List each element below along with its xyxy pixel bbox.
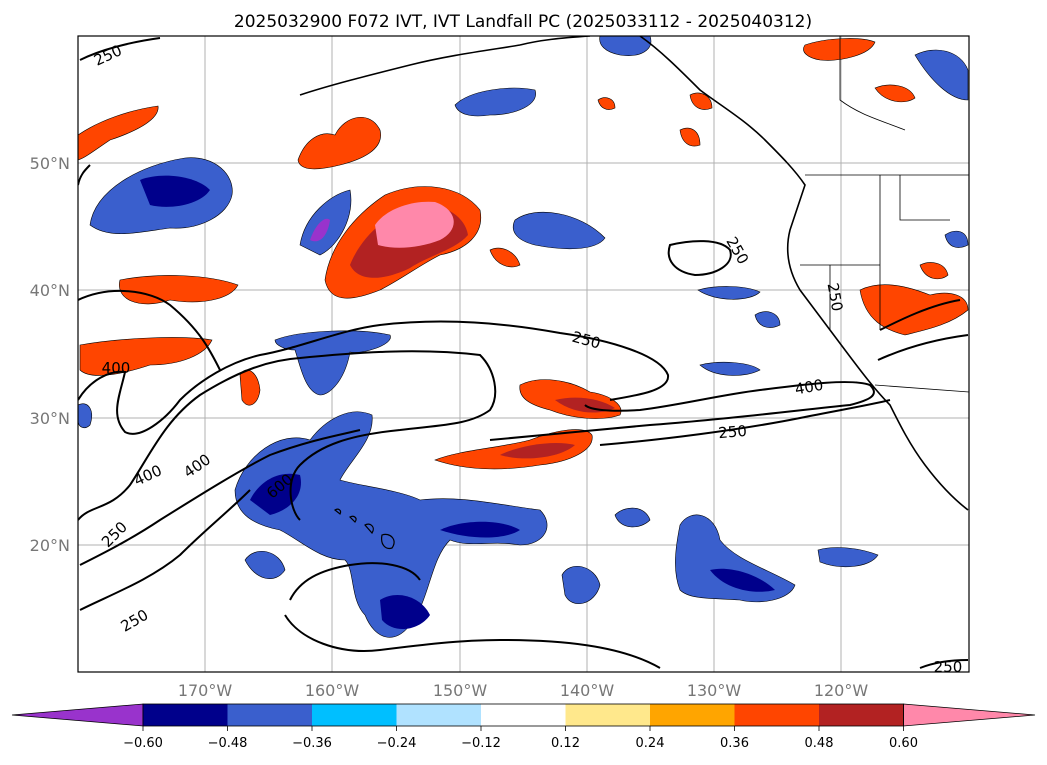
contour-250-east (599, 399, 891, 446)
colorbar-tick-label: 0.12 (551, 736, 580, 751)
positive-blob-coast (859, 284, 969, 336)
negative-blob-3 (512, 211, 606, 250)
map-background (78, 36, 969, 672)
colorbar-tick-label: −0.36 (292, 736, 332, 751)
negative-blob-central (234, 411, 548, 638)
positive-blob-nw (78, 105, 159, 161)
colorbar-segment (734, 704, 820, 726)
lat-label: 50°N (30, 154, 70, 173)
contour-250-south (79, 489, 251, 611)
positive-blob-1 (297, 116, 381, 170)
colorbar-segment (650, 704, 735, 726)
contour-label: 250 (824, 281, 847, 312)
colorbar-tick-label: 0.48 (805, 736, 834, 751)
colorbar-outline (142, 703, 904, 727)
contour-label: 250 (718, 422, 748, 442)
positive-blob-5 (434, 429, 593, 470)
contour-top-left (79, 37, 161, 61)
colorbar-tick-label: −0.12 (461, 736, 501, 751)
latitude-labels: 50°N 40°N 30°N 20°N (30, 154, 70, 555)
ivt-contours (78, 37, 969, 669)
ivt-positive-regions (78, 38, 969, 470)
negative-blob-7 (817, 547, 879, 567)
negative-blob-4 (274, 330, 391, 396)
colorbar-extend-min (11, 703, 144, 727)
negative-blob-2 (454, 87, 536, 117)
colorbar-segment (819, 704, 904, 726)
contour-label: 250 (934, 658, 963, 676)
contour-250-se (289, 562, 421, 601)
colorbar-extend-max (903, 703, 1036, 727)
longitude-labels: 170°W 160°W 150°W 140°W 130°W 120°W (178, 681, 869, 700)
coast-aleutians (299, 44, 521, 96)
contour-400-east (489, 381, 875, 441)
map-frame (77, 35, 970, 673)
map-area: 250 250 250 250 250 250 250 400 400 400 … (77, 35, 970, 676)
lat-label: 20°N (30, 536, 70, 555)
colorbar-tick-label: 0.60 (889, 736, 918, 751)
colorbar: −0.60 −0.48 −0.36 −0.24 −0.12 0.12 0.24 0.36 0.4… (11, 703, 1036, 751)
border-us-mexico (874, 384, 969, 393)
colorbar-segment (481, 704, 566, 726)
colorbar-tick-label: 0.36 (720, 736, 749, 751)
colorbar-tick-label: −0.60 (123, 736, 163, 751)
lon-label: 130°W (687, 681, 742, 700)
contour-400-south (79, 429, 361, 566)
contour-250-small (667, 240, 732, 277)
colorbar-segment (396, 704, 482, 726)
ivt-negative-regions (78, 36, 969, 638)
lon-label: 140°W (560, 681, 615, 700)
colorbar-tick-label: −0.24 (377, 736, 417, 751)
contour-400-inner (78, 350, 497, 521)
negative-blob-ne (914, 49, 969, 101)
negative-blob-5 (561, 566, 601, 604)
negative-blob-6 (675, 514, 796, 603)
lon-label: 150°W (433, 681, 488, 700)
contour-labels: 250 250 250 250 250 250 250 400 400 400 … (91, 41, 962, 676)
colorbar-tick-label: 0.24 (636, 736, 665, 751)
colorbar-segment (227, 704, 313, 726)
contour-bottom-right (919, 659, 969, 669)
lon-label: 170°W (178, 681, 233, 700)
coast-north-america (639, 36, 969, 511)
lat-label: 30°N (30, 409, 70, 428)
contour-coast (877, 299, 969, 361)
contour-label: 400 (102, 359, 131, 377)
lon-label: 120°W (814, 681, 869, 700)
lon-label: 160°W (305, 681, 360, 700)
contour-label: 400 (793, 376, 824, 399)
contour-250-west (78, 290, 221, 371)
lat-label: 40°N (30, 281, 70, 300)
colorbar-tick-label: −0.48 (208, 736, 248, 751)
colorbar-segment (143, 704, 228, 726)
colorbar-segment (565, 704, 651, 726)
borders (800, 36, 969, 393)
colorbar-segment (312, 704, 397, 726)
contour-250-bottom (284, 614, 661, 669)
figure-title: 2025032900 F072 IVT, IVT Landfall PC (20… (234, 12, 812, 32)
hawaiian-islands (333, 508, 395, 550)
positive-blob-2 (119, 275, 239, 305)
contour-250-mid (78, 320, 670, 435)
